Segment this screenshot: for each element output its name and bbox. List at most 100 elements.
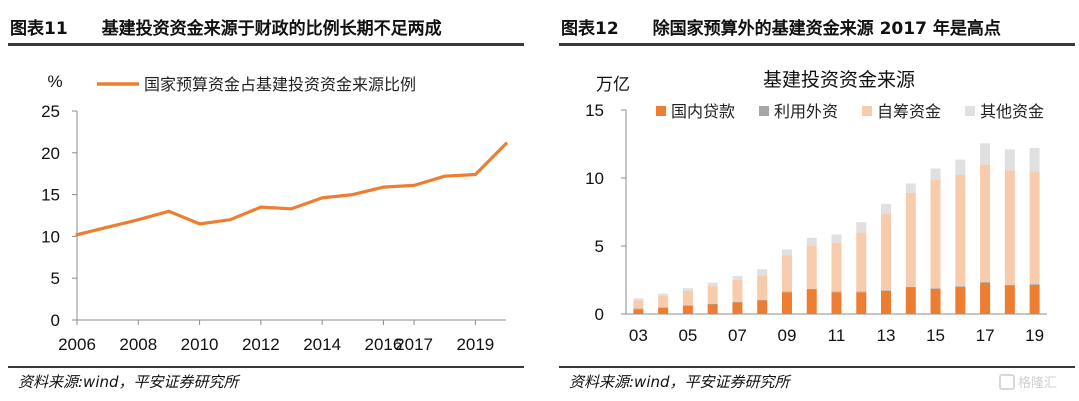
bar-segment: [732, 302, 743, 314]
bar-segment: [707, 304, 718, 314]
y-tick-label: 15: [41, 186, 60, 205]
figure-12-caption: 除国家预算外的基建资金来源 2017 年是高点: [652, 19, 1001, 39]
x-tick-label: 13: [877, 326, 896, 345]
legend-swatch: [656, 106, 666, 116]
x-tick-label: 05: [678, 326, 697, 345]
legend-swatch: [965, 106, 975, 116]
bar-segment: [831, 291, 842, 293]
bar-segment: [980, 143, 991, 165]
figure-11-source: 资料来源:wind，平安证券研究所: [18, 373, 239, 391]
bar-segment: [1004, 284, 1015, 286]
figure-11-number: 图表11: [10, 19, 68, 39]
legend-swatch: [759, 106, 769, 116]
bar-segment: [732, 301, 743, 303]
bar-segment: [1029, 148, 1040, 172]
x-tick-label: 09: [778, 326, 797, 345]
y-tick-label: 0: [595, 305, 604, 324]
bar-segment: [980, 282, 991, 283]
series-line: [75, 142, 508, 237]
watermark-logo: 格隆汇: [999, 372, 1057, 391]
x-tick-label: 15: [926, 326, 945, 345]
legend-label: 利用外资: [774, 103, 838, 121]
figure-11-caption: 基建投资资金来源于财政的比例长期不足两成: [101, 19, 442, 39]
bottom-rule: [8, 366, 524, 368]
y-tick-label: 20: [41, 144, 60, 163]
bottom-rule: [559, 366, 1075, 368]
bar-segment: [806, 237, 817, 246]
bar-segment: [930, 179, 941, 289]
bar-segment: [757, 299, 768, 301]
bar-segment: [856, 222, 867, 233]
x-tick-label: 07: [728, 326, 747, 345]
bar-segment: [781, 249, 792, 256]
bar-segment: [955, 174, 966, 287]
y-tick-label: 0: [51, 311, 60, 330]
bar-segment: [707, 286, 718, 304]
bar-segment: [707, 282, 718, 287]
bar-segment: [881, 203, 892, 215]
bar-segment: [757, 275, 768, 300]
x-tick-label: 2006: [58, 335, 96, 354]
x-tick-label: 2010: [181, 335, 219, 354]
bar-segment: [781, 291, 792, 293]
x-tick-label: 17: [976, 326, 995, 345]
legend-swatch: [862, 106, 872, 116]
x-tick-label: 2008: [119, 335, 157, 354]
bar-segment: [1004, 170, 1015, 285]
bar-segment: [781, 255, 792, 292]
bar-segment: [1004, 285, 1015, 314]
bar-segment: [831, 242, 842, 292]
chart-title: 基建投资资金来源: [763, 69, 915, 91]
y-tick-label: 5: [595, 237, 604, 256]
bar-segment: [633, 308, 644, 310]
bar-segment: [658, 307, 669, 308]
bar-segment: [682, 305, 693, 306]
bar-segment: [881, 214, 892, 291]
bar-segment: [732, 280, 743, 302]
bar-segment: [682, 288, 693, 291]
bar-segment: [658, 307, 669, 314]
bar-segment: [980, 282, 991, 314]
bar-segment: [856, 291, 867, 293]
bar-segment: [955, 286, 966, 314]
bar-segment: [806, 288, 817, 290]
legend-label: 国内贷款: [671, 103, 735, 121]
bar-segment: [831, 234, 842, 243]
bar-segment: [955, 286, 966, 287]
y-tick-label: 10: [585, 169, 604, 188]
bar-segment: [905, 286, 916, 288]
x-tick-label: 2016: [365, 335, 403, 354]
bar-segment: [757, 300, 768, 314]
y-tick-label: 10: [41, 227, 60, 246]
figure-12-source: 资料来源:wind，平安证券研究所: [569, 373, 790, 391]
bar-segment: [633, 300, 644, 309]
bar-segment: [633, 309, 644, 314]
legend-label: 其他资金: [980, 103, 1044, 121]
right-figure-panel: 图表12 除国家预算外的基建资金来源 2017 年是高点 基建投资资金来源 万亿 0 5…: [551, 0, 1079, 401]
bar-segment: [831, 292, 842, 314]
bar-segment: [732, 275, 743, 280]
y-tick-label: 15: [585, 101, 604, 120]
y-tick-label: 25: [41, 102, 60, 121]
top-rule: [8, 43, 524, 46]
x-tick-label: 2012: [242, 335, 280, 354]
watermark-icon: [999, 374, 1015, 390]
x-tick-label: 2019: [456, 335, 494, 354]
figure-12-number: 图表12: [561, 19, 619, 39]
legend-label: 自筹资金: [877, 103, 941, 121]
legend-label: 国家预算资金占基建投资资金来源比例: [144, 75, 416, 94]
bar-segment: [881, 290, 892, 291]
bar-segment: [881, 290, 892, 314]
watermark-text: 格隆汇: [1018, 376, 1058, 391]
y-axis-unit: %: [47, 72, 62, 91]
y-tick-label: 5: [51, 269, 60, 288]
bar-segment: [955, 159, 966, 175]
bar-segment: [856, 292, 867, 314]
bar-segment: [1004, 149, 1015, 171]
bar-segment: [658, 293, 669, 296]
bar-segment: [930, 288, 941, 289]
x-tick-label: 2014: [303, 335, 341, 354]
bar-segment: [930, 288, 941, 314]
bar-segment: [682, 290, 693, 306]
